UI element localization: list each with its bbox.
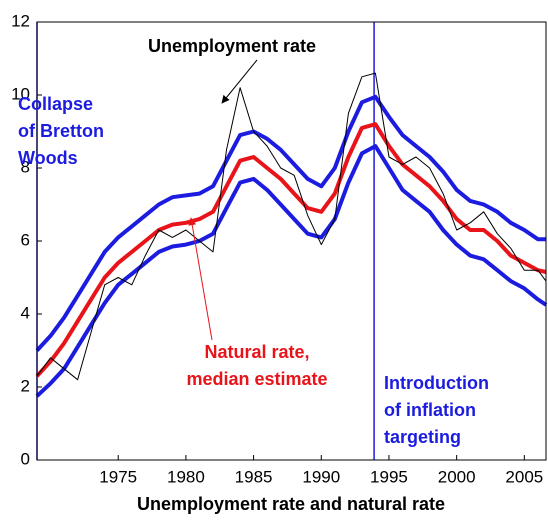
annotation: median estimate: [186, 369, 327, 389]
annotation: Natural rate,: [204, 342, 309, 362]
x-tick-label: 1995: [370, 467, 408, 486]
series-line: [36, 72, 547, 381]
x-tick-label: 1985: [235, 467, 273, 486]
y-tick-label: 10: [11, 84, 30, 103]
y-tick-label: 6: [21, 230, 30, 249]
annotation: Woods: [18, 148, 78, 168]
x-tick-label: 2000: [438, 467, 476, 486]
y-tick-label: 12: [11, 11, 30, 30]
series-line: [35, 144, 548, 398]
x-tick-label: 2005: [505, 467, 543, 486]
annotation: targeting: [384, 427, 461, 447]
series-line: [35, 94, 546, 352]
annotation: of Bretton: [18, 121, 104, 141]
x-tick-label: 1980: [167, 467, 205, 486]
y-tick-label: 4: [21, 303, 30, 322]
series-line: [35, 122, 547, 378]
annotation: Collapse: [18, 94, 93, 114]
x-tick-label: 1975: [99, 467, 137, 486]
plot-frame: [36, 21, 547, 461]
y-tick-label: 8: [21, 157, 30, 176]
annotation-arrow: [221, 59, 258, 104]
annotation: Introduction: [384, 373, 489, 393]
x-axis-title: Unemployment rate and natural rate: [137, 494, 445, 514]
annotation-arrow: [188, 217, 213, 341]
annotation: Unemployment rate: [148, 36, 316, 56]
x-tick-label: 1990: [302, 467, 340, 486]
annotation: of inflation: [384, 400, 476, 420]
y-tick-label: 0: [21, 449, 30, 468]
y-tick-label: 2: [21, 376, 30, 395]
